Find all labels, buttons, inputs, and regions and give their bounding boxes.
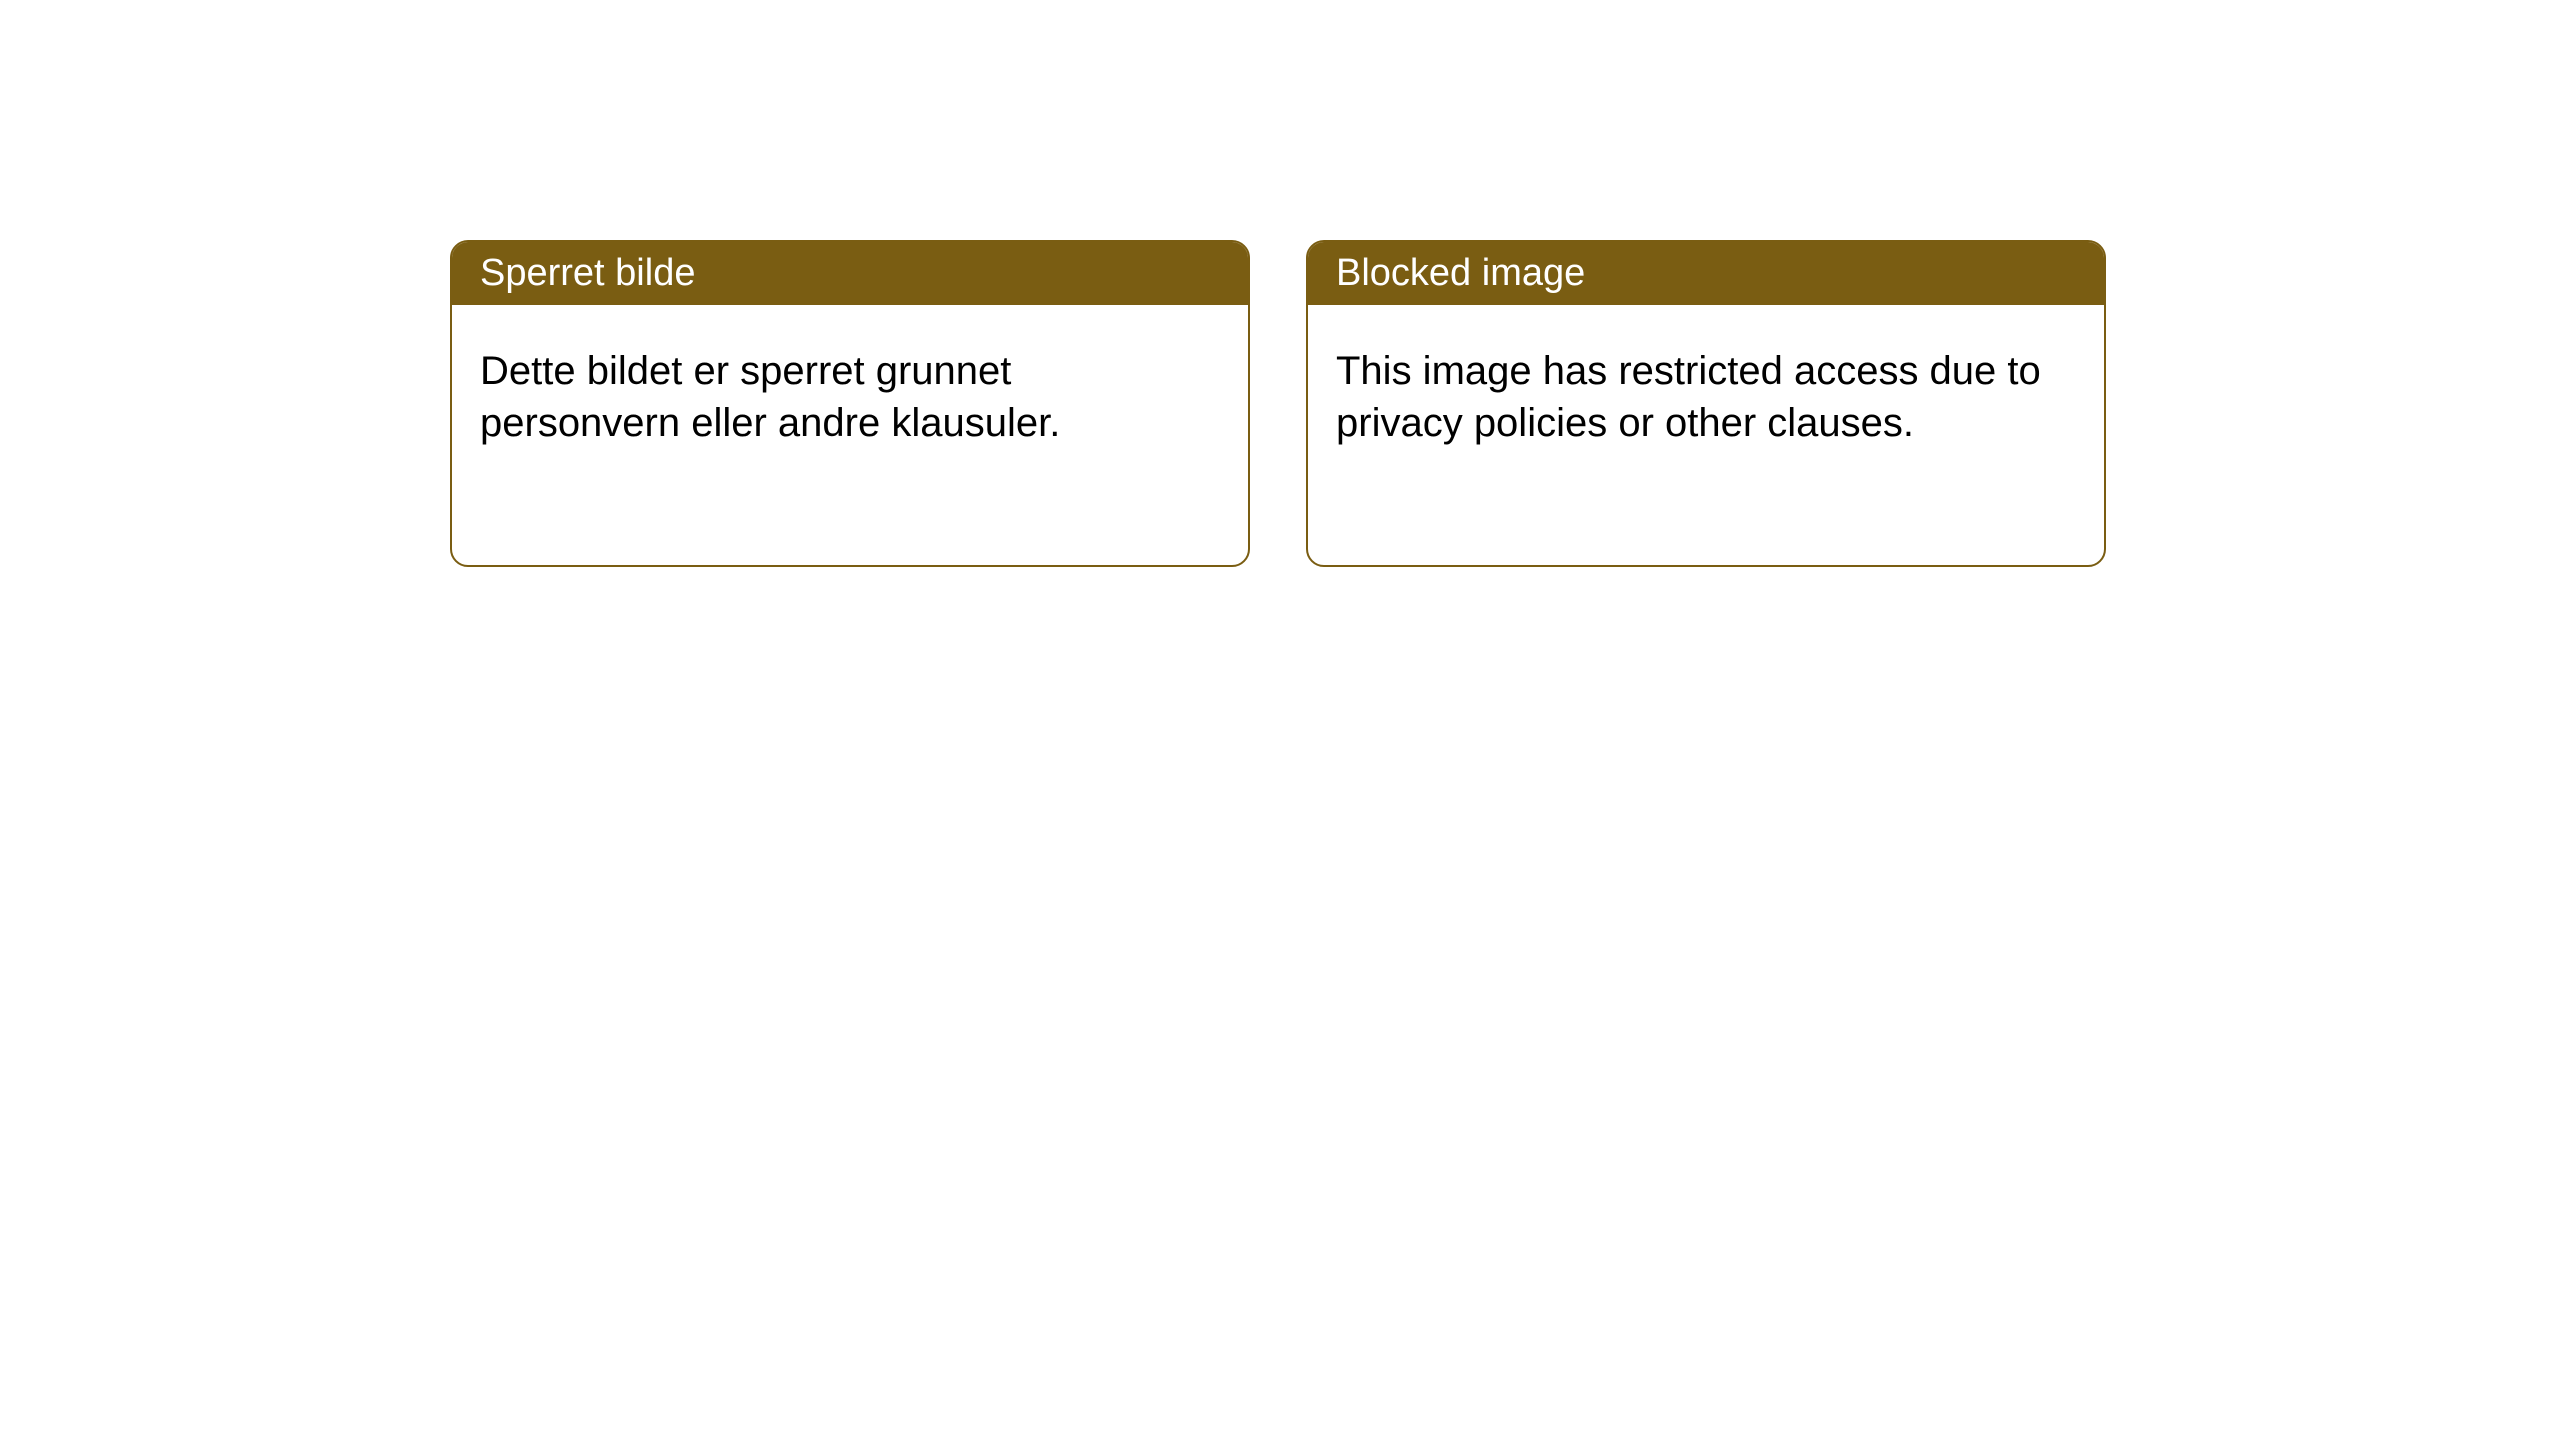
notice-card-english: Blocked image This image has restricted … (1306, 240, 2106, 567)
notice-card-norwegian: Sperret bilde Dette bildet er sperret gr… (450, 240, 1250, 567)
notice-card-container: Sperret bilde Dette bildet er sperret gr… (450, 240, 2106, 567)
card-body-text: This image has restricted access due to … (1336, 349, 2041, 445)
card-header-text: Sperret bilde (480, 252, 695, 294)
card-header-text: Blocked image (1336, 252, 1585, 294)
card-body: This image has restricted access due to … (1308, 305, 2104, 565)
card-header: Blocked image (1308, 242, 2104, 305)
card-body-text: Dette bildet er sperret grunnet personve… (480, 349, 1060, 445)
card-header: Sperret bilde (452, 242, 1248, 305)
card-body: Dette bildet er sperret grunnet personve… (452, 305, 1248, 565)
